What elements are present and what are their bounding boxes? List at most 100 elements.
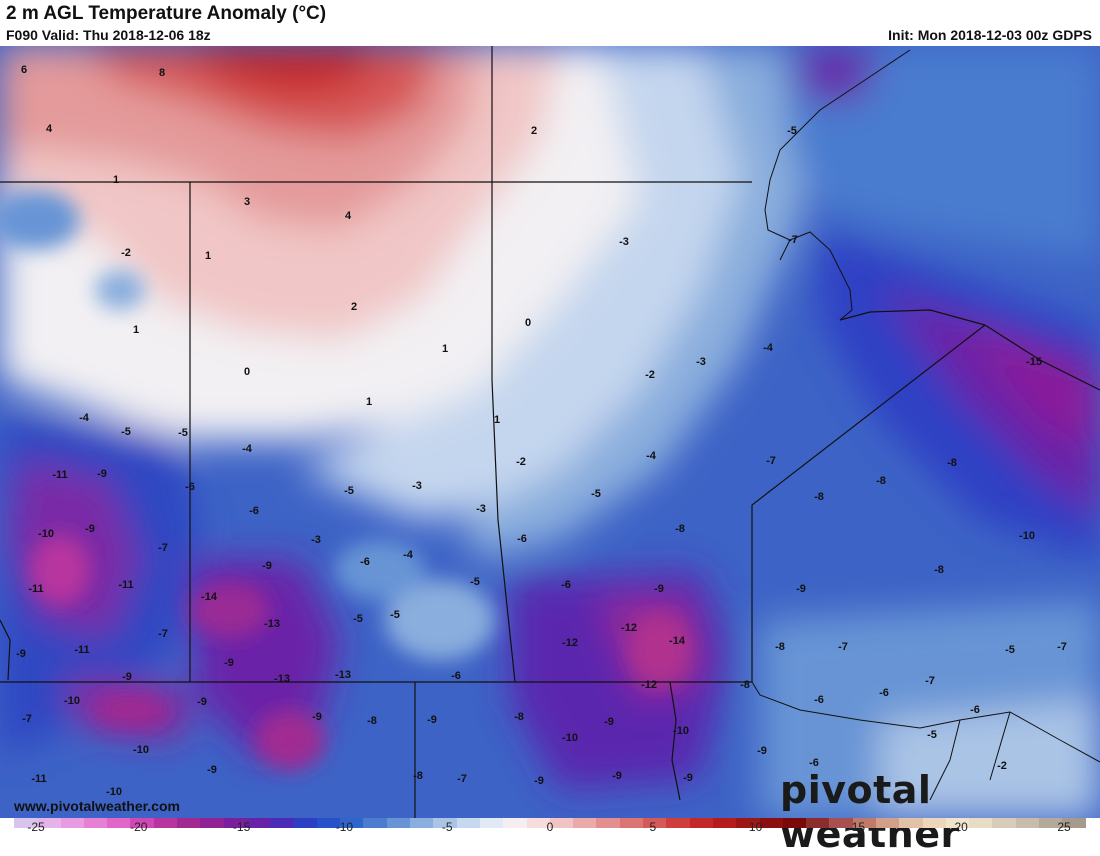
- colorbar-swatch: [1062, 818, 1086, 828]
- anomaly-value-label: -10: [106, 786, 122, 798]
- anomaly-value-label: -9: [16, 648, 26, 660]
- anomaly-value-label: -7: [1057, 641, 1067, 653]
- anomaly-value-label: -5: [927, 729, 937, 741]
- colorbar-swatch: [852, 818, 876, 828]
- colorbar-swatch: [340, 818, 364, 828]
- colorbar-swatch: [549, 818, 574, 828]
- anomaly-value-label: -2: [121, 247, 131, 259]
- anomaly-value-label: 1: [205, 250, 211, 262]
- anomaly-value-label: -7: [158, 628, 168, 640]
- anomaly-value-label: -6: [185, 481, 195, 493]
- anomaly-value-label: -10: [1019, 530, 1035, 542]
- anomaly-value-label: -8: [876, 475, 886, 487]
- anomaly-value-label: -9: [85, 523, 95, 535]
- colorbar-swatch: [992, 818, 1016, 828]
- anomaly-value-label: -3: [696, 356, 706, 368]
- anomaly-value-label: -10: [133, 744, 149, 756]
- colorbar-tick-label: 5: [649, 820, 657, 834]
- colorbar-swatch: [875, 818, 900, 828]
- anomaly-value-label: -6: [451, 670, 461, 682]
- anomaly-value-label: 6: [21, 64, 27, 76]
- anomaly-value-label: 1: [494, 414, 500, 426]
- anomaly-value-label: -14: [201, 591, 218, 603]
- colorbar-swatch: [945, 818, 970, 828]
- anomaly-value-label: -7: [925, 675, 935, 687]
- colorbar-swatch: [83, 818, 108, 828]
- anomaly-value-label: -7: [158, 542, 168, 554]
- anomaly-value-label: -7: [788, 234, 798, 246]
- anomaly-value-label: -6: [879, 687, 889, 699]
- colorbar-swatch: [899, 818, 923, 828]
- colorbar-tick-label: -20: [130, 820, 148, 834]
- anomaly-value-label: -9: [796, 583, 806, 595]
- colorbar-swatch: [293, 818, 317, 828]
- anomaly-value-label: -4: [79, 412, 90, 424]
- anomaly-value-label: -6: [249, 505, 259, 517]
- colorbar-ticks: -25 -20 -15 -10 -5 0 5 10 15 20 25: [0, 820, 1100, 850]
- anomaly-value-label: -4: [242, 443, 253, 455]
- colorbar-swatch: [107, 818, 131, 828]
- anomaly-value-label: 1: [133, 324, 139, 336]
- anomaly-value-label: -10: [38, 528, 54, 540]
- colorbar-swatch: [456, 818, 480, 828]
- anomaly-value-label: -9: [262, 560, 272, 572]
- colorbar-swatch: [666, 818, 690, 828]
- website-url: www.pivotalweather.com: [14, 798, 180, 814]
- colorbar-swatch: [736, 818, 760, 828]
- colorbar-swatch: [1039, 818, 1063, 828]
- anomaly-value-label: -10: [562, 732, 578, 744]
- colorbar-swatch: [596, 818, 620, 828]
- colorbar-swatch: [479, 818, 504, 828]
- anomaly-value-label: 2: [351, 301, 357, 313]
- forecast-valid-time: F090 Valid: Thu 2018-12-06 18z: [6, 27, 211, 43]
- anomaly-value-label: -8: [947, 457, 957, 469]
- anomaly-value-label: -12: [621, 622, 637, 634]
- anomaly-value-label: -5: [344, 485, 354, 497]
- colorbar-swatch: [1015, 818, 1040, 828]
- anomaly-value-label: -13: [274, 673, 290, 685]
- anomaly-value-label: -9: [312, 711, 322, 723]
- anomaly-value-label: -7: [457, 773, 467, 785]
- anomaly-value-label: -13: [264, 618, 280, 630]
- anomaly-value-label: 1: [442, 343, 448, 355]
- anomaly-value-label: -6: [561, 579, 571, 591]
- value-labels: 6 8 4 2 -5 1 3 4 -3 -7 -2 1 2 1 0 1 -4 -3 -15 0 -2 1 -4 1 -5 -5 -4…: [16, 64, 1067, 798]
- anomaly-value-label: -2: [516, 456, 526, 468]
- colorbar-swatch: [177, 818, 201, 828]
- anomaly-value-label: -4: [763, 342, 774, 354]
- anomaly-value-label: -9: [427, 714, 437, 726]
- colorbar-swatch: [806, 818, 830, 828]
- anomaly-value-label: 1: [366, 396, 372, 408]
- anomaly-value-label: -9: [122, 671, 132, 683]
- colorbar-tick-label: 25: [1057, 820, 1071, 834]
- anomaly-value-label: 3: [244, 196, 250, 208]
- colorbar: [14, 818, 1086, 828]
- colorbar-swatch: [829, 818, 853, 828]
- colorbar-tick-label: 0: [546, 820, 554, 834]
- anomaly-value-label: 0: [525, 317, 531, 329]
- colorbar-swatch: [60, 818, 84, 828]
- anomaly-value-label: -8: [740, 679, 750, 691]
- colorbar-swatch: [316, 818, 341, 828]
- anomaly-value-label: 2: [531, 125, 537, 137]
- anomaly-value-label: -9: [757, 745, 767, 757]
- anomaly-value-label: -5: [591, 488, 601, 500]
- colorbar-swatch: [14, 818, 38, 828]
- anomaly-value-label: -9: [224, 657, 234, 669]
- anomaly-value-label: 8: [159, 67, 165, 79]
- anomaly-value-label: -8: [814, 491, 824, 503]
- colorbar-swatch: [619, 818, 644, 828]
- anomaly-value-label: -4: [403, 549, 414, 561]
- anomaly-value-label: -5: [390, 609, 400, 621]
- anomaly-field: [0, 46, 1100, 818]
- colorbar-tick-label: 15: [851, 820, 866, 834]
- colorbar-swatch: [386, 818, 411, 828]
- anomaly-value-label: -8: [367, 715, 377, 727]
- anomaly-value-label: -6: [517, 533, 527, 545]
- colorbar-swatch: [922, 818, 946, 828]
- anomaly-value-label: -6: [809, 757, 819, 769]
- anomaly-value-label: -13: [335, 669, 351, 681]
- anomaly-value-label: -8: [514, 711, 524, 723]
- colorbar-swatch: [130, 818, 154, 828]
- anomaly-value-label: -7: [838, 641, 848, 653]
